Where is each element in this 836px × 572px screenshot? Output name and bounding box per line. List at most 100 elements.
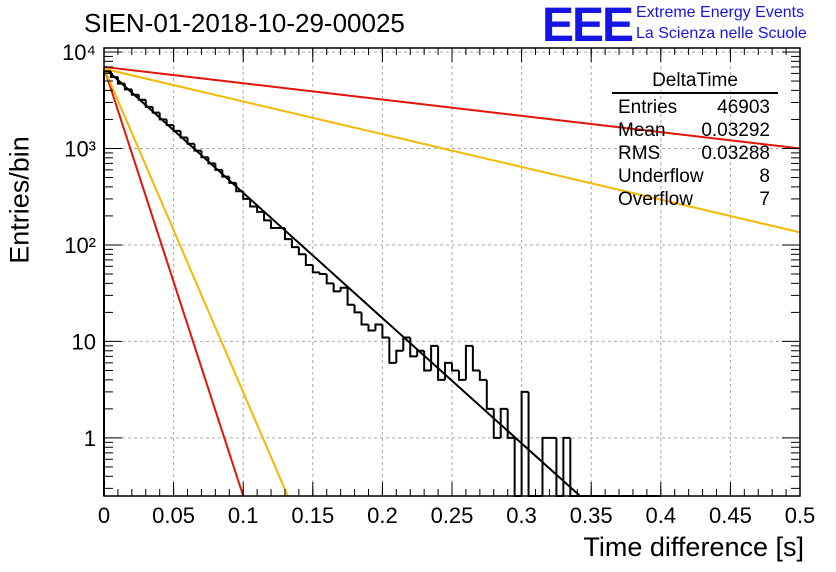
histogram-bin [172, 125, 181, 132]
histogram-bin [270, 220, 278, 229]
x-tick-label: 0 [98, 503, 110, 528]
histogram-bin [451, 362, 459, 372]
histogram-bin [395, 349, 404, 363]
logo-line-1: Extreme Energy Events [636, 4, 805, 21]
histogram-bin [430, 344, 439, 371]
histogram-bin [492, 408, 501, 439]
stats-key: Entries [618, 97, 678, 118]
histogram-bin [130, 89, 139, 96]
histogram-bin [437, 345, 446, 381]
histogram-bin [297, 247, 306, 256]
stats-row-rms: RMS 0.03288 [612, 142, 778, 165]
eee-logo: EEE Extreme Energy Events La Scienza nel… [542, 0, 834, 52]
histogram-bin [263, 211, 272, 222]
logo-line-2: La Scienza nelle Scuole [636, 25, 807, 42]
histogram-bin [444, 361, 452, 380]
stats-key: RMS [618, 143, 661, 164]
stats-title: DeltaTime [612, 70, 778, 94]
histogram-bin [283, 227, 292, 241]
stats-value: 0.03292 [701, 120, 770, 141]
chart-title: SIEN-01-2018-10-29-00025 [84, 8, 405, 38]
histogram-bin [235, 182, 244, 193]
stats-row-underflow: Underflow 8 [612, 165, 778, 188]
histogram-bin [541, 436, 550, 496]
tick-labels: 0 0.05 0.1 0.15 0.2 0.25 0.3 0.35 0.4 0.45 0.5 1 10 1… [62, 40, 815, 528]
histogram-bin [144, 99, 153, 108]
x-tick-label: 0.05 [152, 503, 195, 528]
histogram-bin [464, 344, 473, 380]
logo-mark: EEE [542, 0, 634, 52]
stats-key: Overflow [618, 189, 693, 210]
histogram-bin [388, 337, 397, 364]
stats-value: 7 [759, 189, 770, 210]
histogram-bin [137, 94, 146, 101]
stats-row-overflow: Overflow 7 [612, 188, 778, 211]
curve-yellow-fast [103, 67, 289, 497]
histogram-bin [562, 436, 571, 496]
stats-box: DeltaTime Entries 46903 Mean 0.03292 RMS… [612, 70, 778, 211]
x-tick-label: 0.25 [431, 503, 474, 528]
curve-yellow-slow [103, 67, 801, 234]
stats-row-mean: Mean 0.03292 [612, 119, 778, 142]
histogram-bin [186, 137, 195, 145]
axis-ticks [103, 48, 801, 496]
y-tick-label: 10 [72, 329, 96, 354]
histogram-bin [318, 272, 327, 275]
histogram-bin [499, 407, 508, 438]
histogram-bin [290, 239, 299, 249]
histogram-bin [360, 312, 369, 326]
histogram-bin [151, 106, 160, 114]
histogram-bin [471, 345, 480, 372]
x-tick-label: 0.45 [709, 503, 752, 528]
histogram-bin [158, 112, 167, 121]
stats-value: 46903 [717, 97, 770, 118]
histogram-bin [367, 324, 376, 332]
stats-row-entries: Entries 46903 [612, 96, 778, 119]
histogram-bin [193, 143, 202, 152]
x-tick-label: 0.2 [367, 503, 398, 528]
histogram-bin [123, 83, 132, 91]
histogram-bin [520, 390, 529, 496]
histogram-bin [485, 379, 494, 410]
histogram-bin [228, 176, 237, 184]
histogram-bin [325, 273, 334, 285]
histogram-bin [527, 391, 536, 497]
histogram-bin [304, 254, 313, 266]
histogram-bin [409, 337, 418, 358]
histogram-bin [256, 206, 265, 213]
curve-red-slow [103, 65, 801, 150]
y-axis-title: Entries/bin [5, 136, 35, 264]
histogram-bin [339, 286, 348, 292]
histogram-bin [353, 304, 362, 314]
histogram-bin [402, 336, 411, 351]
histogram-bin [242, 191, 251, 200]
x-tick-label: 0.1 [228, 503, 259, 528]
histogram-bin [555, 437, 564, 497]
x-axis-title: Time difference [s] [583, 532, 804, 562]
histogram-bin [200, 150, 209, 159]
histogram-bin [478, 370, 487, 381]
stats-key: Underflow [618, 166, 704, 187]
histogram-bin [374, 323, 383, 331]
x-tick-label: 0.15 [291, 503, 334, 528]
histogram-bin [346, 287, 355, 306]
histogram-bin [207, 157, 216, 165]
x-tick-label: 0.5 [785, 503, 816, 528]
x-tick-label: 0.4 [646, 503, 677, 528]
histogram-bin [179, 130, 188, 139]
stats-value: 8 [759, 166, 770, 187]
y-tick-label: 1 [84, 426, 96, 451]
y-axis-title-text: Entries/bin [4, 136, 35, 264]
x-tick-label: 0.3 [506, 503, 537, 528]
x-tick-label: 0.35 [570, 503, 613, 528]
histogram-bin [506, 408, 515, 439]
histogram-bin [381, 324, 390, 339]
stats-value: 0.03288 [701, 143, 770, 164]
curve-red-fast [103, 67, 245, 497]
histogram-bin [165, 119, 174, 127]
stats-key: Mean [618, 120, 666, 141]
histogram-bin [116, 77, 125, 85]
y-tick-label: 10² [64, 233, 96, 258]
histogram-bin [423, 350, 432, 372]
